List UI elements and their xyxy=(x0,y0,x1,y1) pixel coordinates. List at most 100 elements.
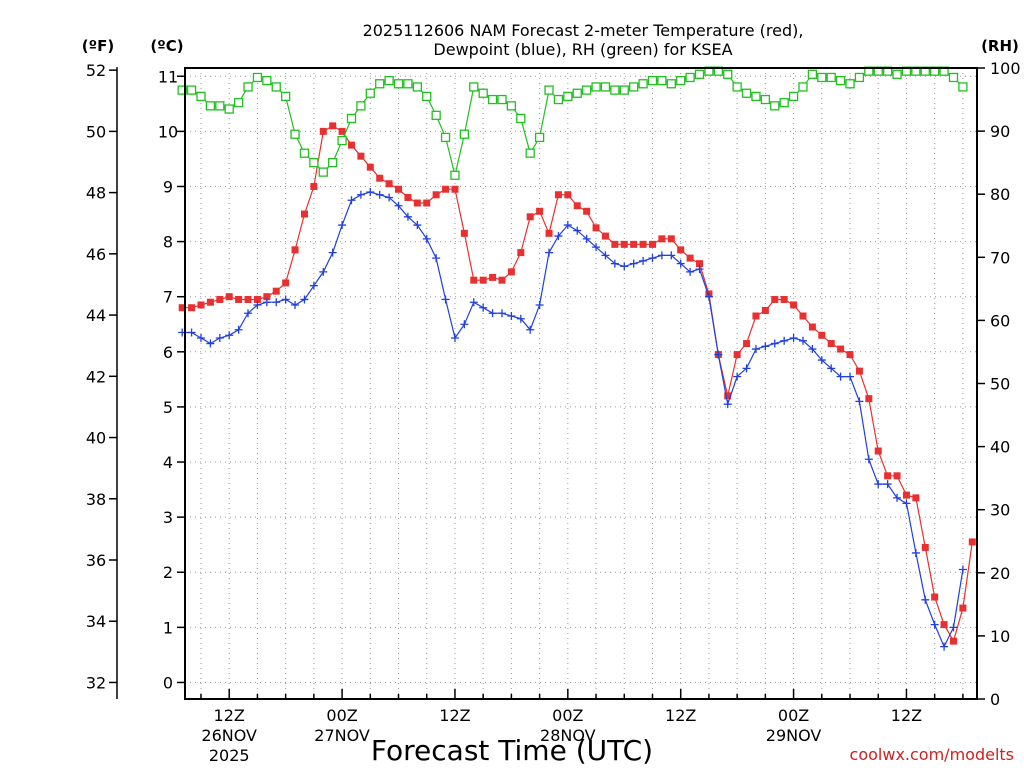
data-series xyxy=(177,66,976,651)
temperature-point xyxy=(846,351,854,359)
rh-point xyxy=(280,91,291,102)
temperature-point xyxy=(884,472,892,480)
series-rh xyxy=(177,66,968,180)
dewpoint-point xyxy=(940,642,949,651)
rh-point xyxy=(817,72,827,83)
x-tick-label: 00Z xyxy=(778,706,809,725)
temperature-point xyxy=(677,246,685,254)
temperature-point xyxy=(423,199,431,207)
rh-point xyxy=(685,72,695,83)
x-tick-label: 29NOV xyxy=(766,726,822,745)
dewpoint-point xyxy=(338,221,347,230)
fahrenheit-tick-label: 50 xyxy=(86,122,106,141)
temperature-point xyxy=(959,604,967,612)
celsius-tick-label: 11 xyxy=(158,67,178,86)
rh-point xyxy=(591,82,601,92)
temperature-point xyxy=(216,295,224,303)
rh-point xyxy=(412,82,422,92)
tick-labels: 0123456789101132343638404244464850520102… xyxy=(86,59,1021,765)
x-tick-label: 27NOV xyxy=(314,726,370,745)
temperature-point xyxy=(761,306,769,314)
x-tick-label: 00Z xyxy=(326,706,357,725)
rh-point xyxy=(497,94,507,105)
dewpoint-point xyxy=(761,342,770,351)
dewpoint-point xyxy=(196,334,205,343)
fahrenheit-tick-label: 40 xyxy=(86,429,106,448)
rh-point xyxy=(666,79,676,89)
dewpoint-point xyxy=(413,221,422,230)
dewpoint-point xyxy=(272,298,281,307)
rh-point xyxy=(958,82,968,92)
temperature-point xyxy=(949,637,957,645)
dewpoint-point xyxy=(319,267,328,276)
fahrenheit-tick-label: 42 xyxy=(86,367,106,386)
temperature-point xyxy=(931,593,939,601)
temperature-point xyxy=(564,191,572,199)
dewpoint-point xyxy=(751,345,760,354)
temperature-point xyxy=(601,232,609,240)
plot-frame xyxy=(184,67,978,700)
rh-tick-label: 20 xyxy=(990,564,1010,583)
temperature-point xyxy=(686,254,694,262)
temperature-point xyxy=(874,447,882,455)
temperature-point xyxy=(489,273,497,281)
celsius-tick-label: 8 xyxy=(163,233,173,252)
dewpoint-point xyxy=(770,339,779,348)
temperature-point xyxy=(197,301,205,309)
dewpoint-point xyxy=(441,295,450,304)
dewpoint-point xyxy=(817,356,826,365)
dewpoint-point xyxy=(507,311,516,320)
temperature-point xyxy=(188,304,196,312)
celsius-tick-label: 1 xyxy=(163,618,173,637)
temperature-point xyxy=(479,276,487,284)
dewpoint-point xyxy=(291,300,300,309)
fahrenheit-tick-label: 32 xyxy=(86,673,106,692)
temperature-point xyxy=(837,345,845,353)
x-tick-label: 12Z xyxy=(439,706,470,725)
celsius-axis-label: (ºC) xyxy=(150,37,183,55)
rh-point xyxy=(271,82,281,92)
rh-point xyxy=(318,167,328,177)
dewpoint-point xyxy=(375,190,384,199)
dewpoint-point xyxy=(958,565,967,574)
rh-point xyxy=(553,94,564,105)
dewpoint-point xyxy=(629,259,638,268)
rh-point xyxy=(610,85,620,95)
dewpoint-point xyxy=(742,364,751,373)
rh-point xyxy=(525,148,535,158)
temperature-point xyxy=(451,185,459,193)
celsius-tick-label: 7 xyxy=(163,288,173,307)
temperature-point xyxy=(507,268,515,276)
rh-point xyxy=(365,88,375,98)
dewpoint-point xyxy=(733,372,742,381)
fahrenheit-tick-label: 52 xyxy=(86,61,106,80)
rh-point xyxy=(337,135,347,146)
dewpoint-point xyxy=(573,226,582,235)
dewpoint-point xyxy=(385,193,394,202)
celsius-tick-label: 4 xyxy=(163,453,173,472)
dewpoint-point xyxy=(535,300,544,309)
rh-point xyxy=(854,72,865,83)
dewpoint-point xyxy=(356,190,365,199)
rh-point xyxy=(177,85,187,95)
rh-tick-label: 100 xyxy=(990,59,1021,78)
rh-point xyxy=(403,79,413,89)
temperature-point xyxy=(470,276,478,284)
dewpoint-point xyxy=(225,331,234,340)
temperature-point xyxy=(940,621,948,629)
rh-point xyxy=(741,88,752,98)
x-tick-label: 26NOV xyxy=(201,726,257,745)
dewpoint-point xyxy=(657,251,666,260)
rh-point xyxy=(506,101,517,111)
rh-point xyxy=(422,91,432,102)
temperature-point xyxy=(517,249,525,257)
rh-point xyxy=(262,75,272,86)
dewpoint-point xyxy=(686,267,695,276)
rh-tick-label: 70 xyxy=(990,248,1010,267)
temperature-point xyxy=(235,295,243,303)
temperature-point xyxy=(545,229,553,237)
rh-tick-label: 10 xyxy=(990,627,1010,646)
dewpoint-point xyxy=(723,400,732,409)
temperature-point xyxy=(319,127,327,135)
dewpoint-point xyxy=(516,314,525,323)
